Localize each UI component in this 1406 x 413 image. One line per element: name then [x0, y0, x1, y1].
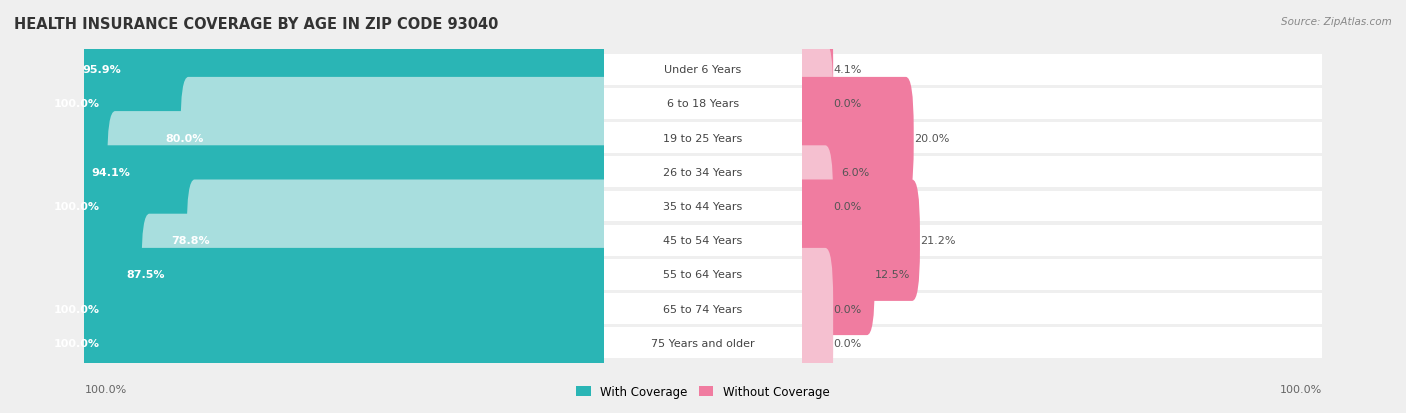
FancyBboxPatch shape — [801, 294, 1322, 324]
FancyBboxPatch shape — [605, 294, 801, 324]
FancyBboxPatch shape — [84, 328, 605, 358]
FancyBboxPatch shape — [76, 146, 612, 267]
Text: 0.0%: 0.0% — [834, 304, 862, 314]
Text: 26 to 34 Years: 26 to 34 Years — [664, 167, 742, 177]
FancyBboxPatch shape — [801, 259, 1322, 290]
FancyBboxPatch shape — [801, 89, 1322, 119]
FancyBboxPatch shape — [98, 9, 612, 131]
FancyBboxPatch shape — [801, 191, 1322, 222]
FancyBboxPatch shape — [605, 123, 801, 154]
Text: 6.0%: 6.0% — [841, 167, 869, 177]
Text: 100.0%: 100.0% — [84, 384, 127, 394]
FancyBboxPatch shape — [84, 157, 605, 188]
FancyBboxPatch shape — [84, 259, 605, 290]
Text: 100.0%: 100.0% — [53, 338, 100, 348]
FancyBboxPatch shape — [605, 157, 801, 188]
Text: 95.9%: 95.9% — [83, 65, 121, 75]
FancyBboxPatch shape — [84, 123, 605, 154]
FancyBboxPatch shape — [605, 259, 801, 290]
FancyBboxPatch shape — [84, 89, 605, 119]
FancyBboxPatch shape — [605, 55, 801, 85]
Text: 65 to 74 Years: 65 to 74 Years — [664, 304, 742, 314]
Text: 100.0%: 100.0% — [53, 99, 100, 109]
FancyBboxPatch shape — [605, 89, 801, 119]
Text: 0.0%: 0.0% — [834, 338, 862, 348]
Text: HEALTH INSURANCE COVERAGE BY AGE IN ZIP CODE 93040: HEALTH INSURANCE COVERAGE BY AGE IN ZIP … — [14, 17, 499, 31]
Text: 21.2%: 21.2% — [920, 236, 956, 246]
FancyBboxPatch shape — [794, 248, 834, 369]
FancyBboxPatch shape — [801, 123, 1322, 154]
FancyBboxPatch shape — [794, 112, 841, 233]
FancyBboxPatch shape — [187, 180, 612, 301]
FancyBboxPatch shape — [794, 214, 875, 335]
FancyBboxPatch shape — [84, 55, 605, 85]
FancyBboxPatch shape — [794, 282, 834, 404]
FancyBboxPatch shape — [794, 146, 834, 267]
FancyBboxPatch shape — [801, 225, 1322, 256]
FancyBboxPatch shape — [605, 225, 801, 256]
FancyBboxPatch shape — [84, 225, 605, 256]
FancyBboxPatch shape — [142, 214, 612, 335]
Text: Source: ZipAtlas.com: Source: ZipAtlas.com — [1281, 17, 1392, 26]
Text: 45 to 54 Years: 45 to 54 Years — [664, 236, 742, 246]
FancyBboxPatch shape — [605, 328, 801, 358]
FancyBboxPatch shape — [605, 191, 801, 222]
Text: 20.0%: 20.0% — [914, 133, 949, 143]
Text: 100.0%: 100.0% — [53, 202, 100, 211]
Text: 87.5%: 87.5% — [127, 270, 165, 280]
FancyBboxPatch shape — [84, 191, 605, 222]
FancyBboxPatch shape — [801, 157, 1322, 188]
Text: 19 to 25 Years: 19 to 25 Years — [664, 133, 742, 143]
Text: Under 6 Years: Under 6 Years — [665, 65, 741, 75]
Text: 6 to 18 Years: 6 to 18 Years — [666, 99, 740, 109]
Text: 100.0%: 100.0% — [1279, 384, 1322, 394]
FancyBboxPatch shape — [76, 248, 612, 369]
FancyBboxPatch shape — [76, 44, 612, 165]
FancyBboxPatch shape — [84, 294, 605, 324]
Text: 100.0%: 100.0% — [53, 304, 100, 314]
Text: 94.1%: 94.1% — [91, 167, 131, 177]
FancyBboxPatch shape — [801, 328, 1322, 358]
FancyBboxPatch shape — [794, 78, 914, 199]
Text: 12.5%: 12.5% — [875, 270, 910, 280]
Text: 75 Years and older: 75 Years and older — [651, 338, 755, 348]
FancyBboxPatch shape — [794, 180, 920, 301]
Text: 80.0%: 80.0% — [166, 133, 204, 143]
Text: 35 to 44 Years: 35 to 44 Years — [664, 202, 742, 211]
FancyBboxPatch shape — [107, 112, 612, 233]
FancyBboxPatch shape — [180, 78, 612, 199]
Text: 0.0%: 0.0% — [834, 202, 862, 211]
FancyBboxPatch shape — [794, 44, 834, 165]
FancyBboxPatch shape — [76, 282, 612, 404]
Text: 55 to 64 Years: 55 to 64 Years — [664, 270, 742, 280]
Legend: With Coverage, Without Coverage: With Coverage, Without Coverage — [572, 381, 834, 403]
FancyBboxPatch shape — [794, 9, 834, 131]
FancyBboxPatch shape — [801, 55, 1322, 85]
Text: 0.0%: 0.0% — [834, 99, 862, 109]
Text: 78.8%: 78.8% — [172, 236, 209, 246]
Text: 4.1%: 4.1% — [834, 65, 862, 75]
